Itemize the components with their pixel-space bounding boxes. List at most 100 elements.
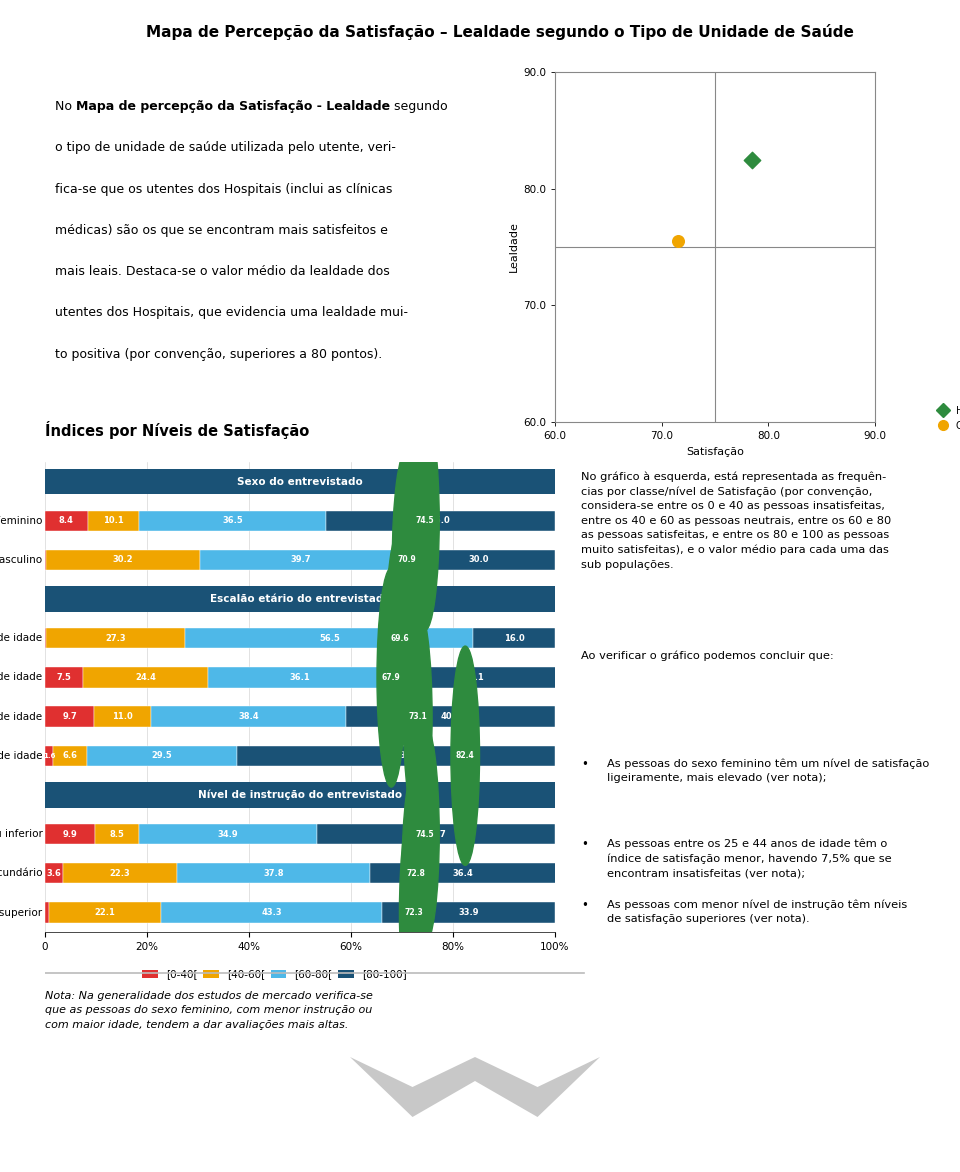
Bar [45, 824, 95, 844]
Circle shape [386, 529, 415, 748]
Text: 22.3: 22.3 [109, 868, 131, 878]
Bar [45, 863, 63, 884]
Circle shape [402, 764, 431, 983]
Bar [86, 745, 237, 766]
Bar [88, 511, 139, 531]
Text: 70.9: 70.9 [397, 556, 416, 565]
Text: Ensino médio ou superior: Ensino médio ou superior [0, 907, 42, 918]
Bar [84, 667, 207, 688]
Text: 32.1: 32.1 [464, 673, 484, 682]
Bar [45, 550, 200, 570]
Point [670, 232, 685, 251]
Text: 36.4: 36.4 [452, 868, 473, 878]
Bar [402, 550, 555, 570]
Text: 67.9: 67.9 [382, 673, 400, 682]
Text: 73.1: 73.1 [408, 713, 427, 721]
Text: 30.2: 30.2 [112, 556, 132, 565]
Text: o tipo de unidade de saúde utilizada pelo utente, veri-: o tipo de unidade de saúde utilizada pel… [55, 142, 396, 155]
Circle shape [393, 450, 420, 669]
Text: 16.0: 16.0 [504, 634, 524, 642]
Text: Índices por Níveis de Satisfação: Índices por Níveis de Satisfação [45, 421, 309, 438]
Text: 72.8: 72.8 [407, 868, 425, 878]
Bar [45, 667, 84, 688]
Text: 9.7: 9.7 [62, 713, 77, 721]
Text: As pessoas entre os 25 e 44 anos de idade têm o
índice de satisfação menor, have: As pessoas entre os 25 e 44 anos de idad… [607, 838, 892, 878]
Text: 74.5: 74.5 [416, 516, 434, 525]
Legend: [0-40[, [40-60[, [60-80[, [80-100]: [0-40[, [40-60[, [60-80[, [80-100] [138, 966, 411, 983]
Text: 36.1: 36.1 [289, 673, 310, 682]
Bar [53, 745, 86, 766]
Text: 1.6: 1.6 [43, 752, 56, 758]
FancyBboxPatch shape [45, 586, 555, 612]
Text: 12: 12 [10, 1088, 33, 1105]
Text: Entre os 45 e 64 anos de idade: Entre os 45 e 64 anos de idade [0, 711, 42, 722]
Bar [94, 707, 151, 727]
Bar [237, 745, 555, 766]
Text: 40.9: 40.9 [441, 713, 461, 721]
Bar [392, 667, 556, 688]
Text: Sexo do entrevistado: Sexo do entrevistado [237, 477, 363, 486]
Text: As pessoas do sexo feminino têm um nível de satisfação
ligeiramente, mais elevad: As pessoas do sexo feminino têm um nível… [607, 758, 929, 783]
Text: Escalão etário do entrevistado: Escalão etário do entrevistado [209, 594, 391, 604]
Text: 82.4: 82.4 [456, 751, 474, 761]
Text: As pessoas com menor nível de instrução têm níveis
de satisfação superiores (ver: As pessoas com menor nível de instrução … [607, 899, 907, 924]
Text: Com 65 ou mais anos de idade: Com 65 ou mais anos de idade [0, 751, 42, 761]
Text: 29.5: 29.5 [152, 751, 173, 761]
Text: 10.1: 10.1 [104, 516, 124, 525]
Text: 69.6: 69.6 [391, 634, 409, 642]
Circle shape [451, 646, 480, 865]
Bar [45, 511, 88, 531]
Bar [200, 550, 402, 570]
Text: 11.0: 11.0 [112, 713, 132, 721]
Text: 46.7: 46.7 [425, 830, 446, 839]
Bar [139, 824, 317, 844]
Circle shape [411, 724, 440, 943]
Circle shape [403, 607, 432, 826]
Text: 27.3: 27.3 [106, 634, 126, 642]
Text: Feminino: Feminino [0, 516, 42, 526]
Bar [317, 824, 555, 844]
Polygon shape [350, 1057, 600, 1117]
Bar [370, 863, 556, 884]
Text: 8.5: 8.5 [109, 830, 125, 839]
Text: 8.4: 8.4 [59, 516, 74, 525]
Text: 38.4: 38.4 [238, 713, 259, 721]
Text: 72.3: 72.3 [404, 908, 423, 917]
Bar [95, 824, 139, 844]
Text: segundo: segundo [390, 100, 447, 114]
Text: Entre os 15 e 24 anos de idade: Entre os 15 e 24 anos de idade [0, 633, 42, 643]
Point [745, 150, 760, 169]
Text: Mapa de percepção da Satisfação - Lealdade: Mapa de percepção da Satisfação - Lealda… [76, 100, 390, 114]
Text: 34.9: 34.9 [218, 830, 238, 839]
Text: 24.4: 24.4 [135, 673, 156, 682]
Text: Nota: Na generalidade dos estudos de mercado verifica-se
que as pessoas do sexo : Nota: Na generalidade dos estudos de mer… [45, 992, 372, 1030]
Text: 74.5: 74.5 [416, 830, 434, 839]
Bar [325, 511, 555, 531]
X-axis label: Satisfação: Satisfação [686, 447, 744, 457]
Text: 37.8: 37.8 [263, 868, 284, 878]
Text: 22.1: 22.1 [94, 908, 115, 917]
Text: 6.6: 6.6 [62, 751, 78, 761]
Circle shape [399, 803, 428, 1022]
Text: utentes dos Hospitais, que evidencia uma lealdade mui-: utentes dos Hospitais, que evidencia uma… [55, 306, 408, 319]
Bar [161, 902, 382, 922]
Text: 3.6: 3.6 [47, 868, 61, 878]
Text: to positiva (por convenção, superiores a 80 pontos).: to positiva (por convenção, superiores a… [55, 348, 382, 361]
Bar [151, 707, 347, 727]
Text: 30.0: 30.0 [468, 556, 489, 565]
Text: 62.3: 62.3 [386, 751, 406, 761]
Text: Mapa de Percepção da Satisfação – Lealdade segundo o Tipo de Unidade de Saúde: Mapa de Percepção da Satisfação – Lealda… [146, 23, 854, 40]
Bar [45, 628, 46, 648]
Text: Entre os 25 e 44 anos de idade: Entre os 25 e 44 anos de idade [0, 673, 42, 682]
Text: No: No [55, 100, 76, 114]
Circle shape [411, 411, 440, 631]
Bar [45, 745, 53, 766]
Text: 33.9: 33.9 [458, 908, 479, 917]
Bar [185, 628, 473, 648]
Text: 36.5: 36.5 [222, 516, 243, 525]
FancyBboxPatch shape [45, 782, 555, 808]
Bar [177, 863, 370, 884]
Bar [45, 707, 94, 727]
Text: 7.5: 7.5 [57, 673, 72, 682]
Text: •: • [581, 838, 588, 851]
